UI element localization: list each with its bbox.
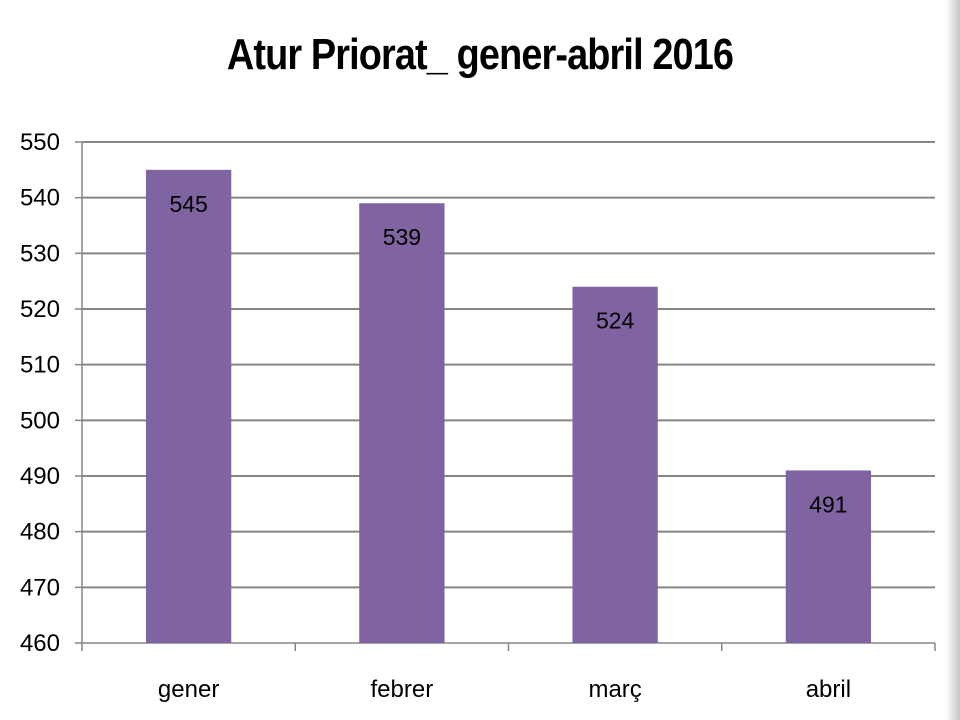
y-tick-label: 490 [20, 463, 60, 490]
y-tick-label: 460 [20, 630, 60, 657]
chart-title: Atur Priorat_ gener-abril 2016 [226, 30, 734, 79]
y-tick-label: 550 [20, 129, 60, 156]
y-tick-label: 510 [20, 352, 60, 379]
slide-edge-shadow [946, 0, 960, 720]
y-tick-label: 500 [20, 407, 60, 434]
y-tick-label: 520 [20, 296, 60, 323]
bar-gener [145, 169, 232, 644]
bar-abril [785, 470, 872, 643]
y-tick-label: 480 [20, 519, 60, 546]
data-label: 524 [596, 308, 635, 334]
data-label: 539 [383, 224, 421, 250]
category-label: abril [806, 676, 851, 703]
category-label: març [588, 676, 641, 703]
data-label: 545 [169, 191, 207, 217]
data-label: 491 [809, 491, 847, 517]
category-label: febrer [371, 676, 434, 703]
y-tick-label: 540 [20, 185, 60, 212]
bar-març [572, 286, 658, 643]
y-tick-label: 530 [20, 240, 60, 267]
bar-febrer [359, 203, 445, 643]
y-tick-label: 470 [20, 574, 60, 601]
category-label: gener [158, 676, 219, 703]
